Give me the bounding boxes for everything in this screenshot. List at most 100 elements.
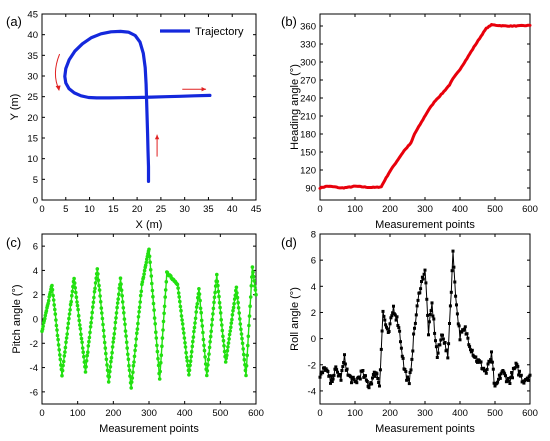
data-point <box>88 330 92 335</box>
x-tick-label: 600 <box>522 408 538 419</box>
data-point <box>65 332 69 336</box>
data-point <box>210 323 214 327</box>
data-point <box>41 324 45 329</box>
data-point <box>329 381 332 385</box>
data-point <box>401 356 405 360</box>
data-point <box>395 315 399 319</box>
data-point <box>142 272 146 276</box>
data-point <box>220 328 225 333</box>
data-point <box>328 374 332 378</box>
data-point <box>74 290 78 295</box>
data-point <box>154 330 158 335</box>
y-tick-label: 300 <box>300 58 316 69</box>
series-line <box>318 23 532 190</box>
data-point <box>430 301 434 305</box>
data-point <box>192 329 196 334</box>
data-point <box>138 300 142 304</box>
data-point <box>216 283 220 288</box>
data-point <box>403 368 407 371</box>
data-point <box>119 288 124 293</box>
data-point <box>93 286 97 291</box>
data-point <box>159 360 163 365</box>
data-point <box>427 320 431 324</box>
data-point <box>415 304 419 308</box>
data-point <box>98 294 102 298</box>
data-point <box>147 254 152 259</box>
data-point <box>377 381 381 384</box>
data-point <box>104 351 108 356</box>
data-point <box>175 282 180 287</box>
data-point <box>100 316 105 321</box>
data-point <box>152 316 157 320</box>
data-point <box>114 311 119 315</box>
data-point <box>382 314 386 318</box>
data-point <box>408 371 412 374</box>
data-point <box>499 372 503 376</box>
y-tick-label: 330 <box>300 40 316 51</box>
data-point <box>160 344 164 349</box>
data-point <box>246 334 251 339</box>
plot-frame <box>319 13 531 201</box>
data-point <box>343 362 347 366</box>
data-point <box>217 294 221 299</box>
y-tick-label: 2 <box>33 290 38 301</box>
data-point <box>67 312 72 316</box>
data-point <box>429 309 433 313</box>
data-point <box>322 366 326 370</box>
data-point <box>54 318 58 322</box>
data-point <box>467 343 471 347</box>
data-point <box>497 377 500 381</box>
data-point <box>385 327 389 331</box>
data-point <box>528 373 532 377</box>
data-point <box>138 293 143 298</box>
data-point <box>124 340 129 345</box>
y-tick-label: 30 <box>27 72 38 83</box>
data-point <box>188 359 193 364</box>
data-point <box>517 373 521 377</box>
data-point <box>111 336 116 341</box>
data-point <box>108 365 113 369</box>
data-point <box>50 283 54 288</box>
data-point <box>212 295 217 300</box>
data-point <box>460 330 464 334</box>
data-point <box>239 332 244 336</box>
y-tick-label: 0 <box>33 315 38 326</box>
data-point <box>434 339 437 343</box>
data-point <box>435 356 439 359</box>
data-point <box>58 353 62 357</box>
data-point <box>197 287 201 291</box>
y-tick-label: 8 <box>311 230 316 241</box>
data-point <box>199 318 204 323</box>
data-point <box>210 317 215 322</box>
data-point <box>222 349 227 354</box>
y-axis-label: Heading angle (°) <box>289 64 301 150</box>
data-point <box>181 327 185 331</box>
data-point <box>215 279 220 284</box>
data-point <box>414 313 418 317</box>
data-point <box>248 304 252 309</box>
data-point <box>251 270 255 274</box>
data-point <box>453 280 457 284</box>
data-point <box>393 313 397 317</box>
data-point <box>413 321 417 325</box>
data-point <box>482 366 486 370</box>
data-point <box>145 257 149 262</box>
data-point <box>90 310 94 315</box>
data-point <box>205 369 210 373</box>
data-point <box>123 329 128 333</box>
data-point <box>101 322 105 327</box>
data-point <box>53 312 58 316</box>
data-point <box>428 312 432 316</box>
data-point <box>368 382 372 386</box>
data-point <box>380 329 384 333</box>
x-tick-label: 200 <box>105 408 121 419</box>
data-point <box>469 348 472 352</box>
data-point <box>156 356 160 361</box>
data-point <box>248 295 253 299</box>
data-point <box>183 341 187 345</box>
data-point <box>228 329 232 333</box>
y-tick-label: 240 <box>300 94 316 105</box>
data-point <box>208 340 212 344</box>
data-point <box>78 327 83 331</box>
data-point <box>218 311 223 315</box>
